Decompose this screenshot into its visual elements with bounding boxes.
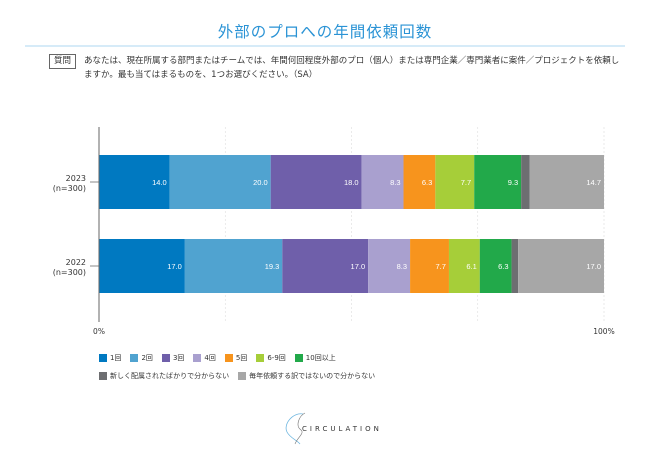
legend-label: 10回以上 (305, 354, 336, 362)
data-label: 9.3 (508, 178, 518, 187)
legend-swatch (256, 354, 265, 362)
legend-label: 6-9回 (267, 354, 286, 362)
legend-label: 2回 (141, 354, 153, 362)
data-label: 17.0 (586, 262, 601, 271)
logo-text: CIRCULATION (302, 425, 382, 433)
legend-item: 新しく配属されたばかりで分からない (99, 371, 229, 381)
bar-segment-1-3 (368, 239, 411, 293)
legend-label: 新しく配属されたばかりで分からない (110, 372, 230, 380)
data-label: 19.3 (265, 262, 280, 271)
bar-segment-0-5 (435, 155, 475, 209)
stacked-bar-chart: 14.020.018.08.36.37.79.31.714.72023(n=30… (53, 127, 615, 336)
legend-item: 4回 (193, 353, 216, 363)
data-label: 6.3 (422, 178, 432, 187)
x-tick-label: 100% (593, 327, 614, 336)
bar-segment-1-6 (479, 239, 512, 293)
legend-swatch (193, 354, 202, 362)
bar-segment-1-1 (184, 239, 283, 293)
data-label: 8.3 (397, 262, 407, 271)
bar-segment-0-7 (521, 155, 530, 209)
data-label: 7.7 (436, 262, 446, 271)
legend-swatch (99, 354, 107, 362)
legend-item: 5回 (224, 353, 248, 363)
data-label: 8.3 (390, 178, 400, 187)
page-title: 外部のプロへの年間依頼回数 (217, 23, 433, 41)
data-label: 7.7 (461, 178, 471, 187)
legend-swatch (238, 372, 247, 380)
bar-segment-0-2 (270, 155, 362, 209)
bar-segment-0-0 (99, 155, 170, 209)
bar-segment-0-6 (474, 155, 522, 209)
legend-label: 5回 (235, 354, 248, 362)
data-label: 20.0 (253, 178, 268, 187)
bar-segment-0-8 (529, 155, 604, 209)
data-label: 14.0 (152, 178, 167, 187)
legend-label: 1回 (110, 354, 122, 362)
legend-label: 毎年依頼する訳ではないので分からない (249, 372, 376, 380)
legend-label: 4回 (204, 354, 216, 362)
question-badge: 質問 (49, 54, 77, 69)
data-label: 6.1 (466, 262, 476, 271)
data-label: 14.7 (586, 178, 601, 187)
legend-item: 3回 (161, 353, 185, 363)
legend-label: 3回 (172, 354, 185, 362)
bar-segment-1-8 (518, 239, 604, 293)
x-tick-label: 0% (93, 327, 105, 336)
legend-item: 1回 (99, 353, 121, 363)
title-divider (25, 45, 625, 47)
data-label: 17.0 (167, 262, 182, 271)
bar-segment-1-4 (410, 239, 449, 293)
bar-segment-0-4 (403, 155, 436, 209)
legend-row-1: 1回 2回 3回 4回 5回 6-9回 10回以上 (99, 353, 336, 363)
bar-segment-1-0 (99, 239, 185, 293)
data-label: 17.0 (351, 262, 366, 271)
legend-swatch (224, 354, 233, 362)
legend-item: 毎年依頼する訳ではないので分からない (238, 371, 375, 381)
category-label: (n=300) (53, 268, 86, 277)
legend-swatch (161, 354, 170, 362)
bar-segment-1-5 (448, 239, 480, 293)
data-label: 6.3 (498, 262, 508, 271)
legend-swatch (294, 354, 303, 362)
legend-swatch (99, 372, 107, 380)
question-text: あなたは、現在所属する部門またはチームでは、年間何回程度外部のプロ（個人）または… (84, 56, 620, 80)
bar-segment-1-2 (282, 239, 369, 293)
circulation-logo-icon (285, 412, 306, 445)
legend-row-2: 新しく配属されたばかりで分からない 毎年依頼する訳ではないので分からない (99, 371, 375, 381)
bar-segment-1-7 (511, 239, 519, 293)
legend-item: 2回 (130, 353, 153, 363)
legend-item: 10回以上 (294, 353, 336, 363)
legend-swatch (130, 354, 139, 362)
data-label: 18.0 (344, 178, 359, 187)
legend-item: 6-9回 (256, 353, 286, 363)
bar-segment-0-3 (361, 155, 404, 209)
bar-segment-0-1 (169, 155, 271, 209)
category-label: 2022 (66, 258, 86, 267)
category-label: 2023 (66, 174, 86, 183)
category-label: (n=300) (53, 184, 86, 193)
